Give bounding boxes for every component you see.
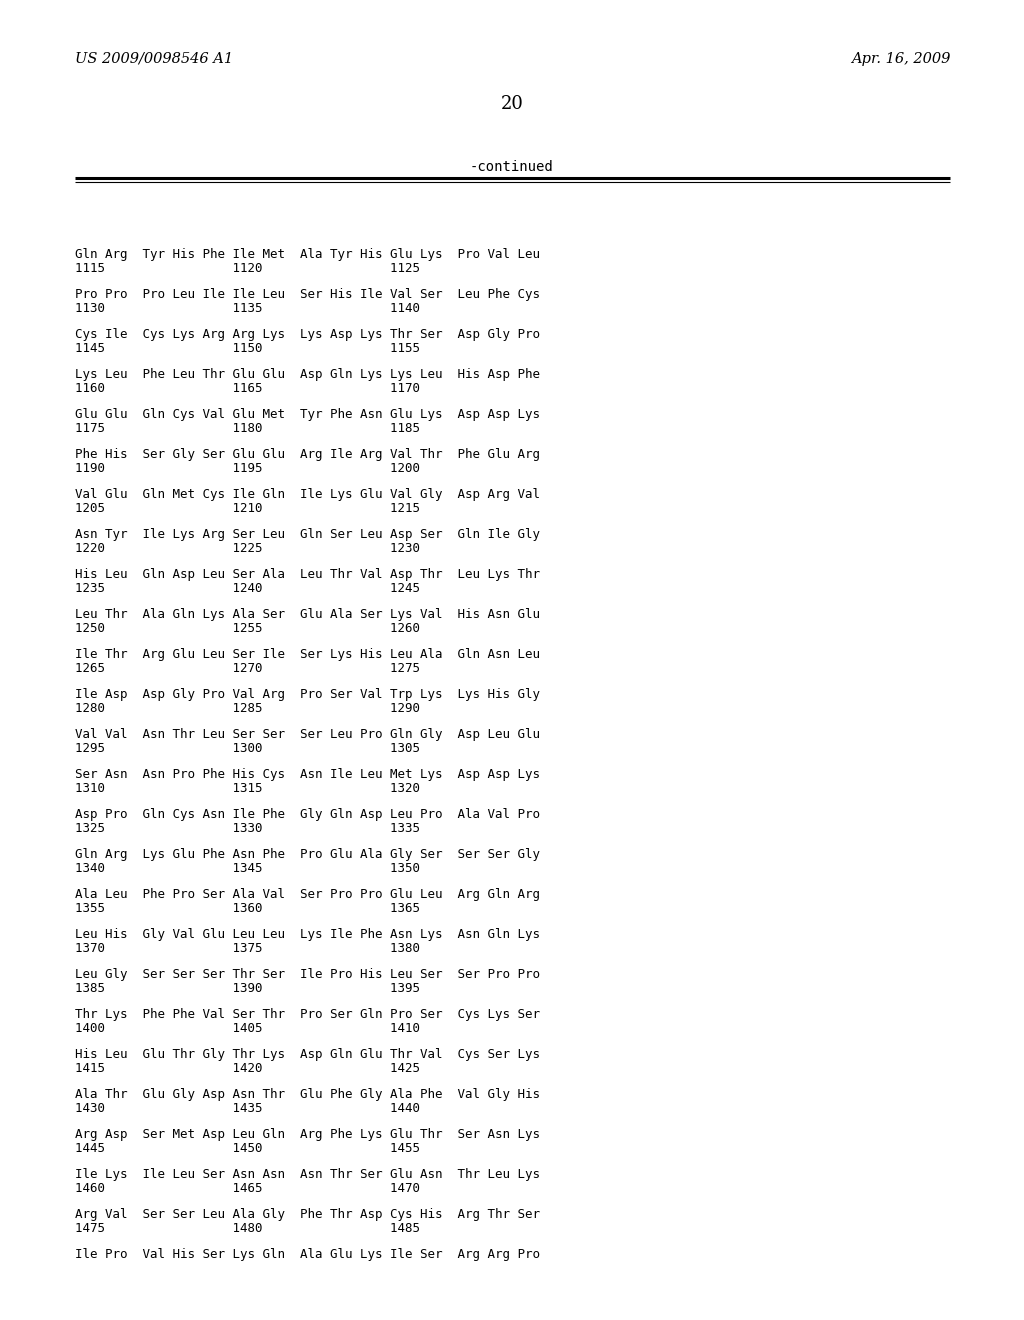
Text: Apr. 16, 2009: Apr. 16, 2009 <box>851 51 950 66</box>
Text: 1160                 1165                 1170: 1160 1165 1170 <box>75 381 420 395</box>
Text: Arg Val  Ser Ser Leu Ala Gly  Phe Thr Asp Cys His  Arg Thr Ser: Arg Val Ser Ser Leu Ala Gly Phe Thr Asp … <box>75 1208 540 1221</box>
Text: Leu Thr  Ala Gln Lys Ala Ser  Glu Ala Ser Lys Val  His Asn Glu: Leu Thr Ala Gln Lys Ala Ser Glu Ala Ser … <box>75 609 540 620</box>
Text: 1115                 1120                 1125: 1115 1120 1125 <box>75 261 420 275</box>
Text: 1265                 1270                 1275: 1265 1270 1275 <box>75 663 420 675</box>
Text: His Leu  Glu Thr Gly Thr Lys  Asp Gln Glu Thr Val  Cys Ser Lys: His Leu Glu Thr Gly Thr Lys Asp Gln Glu … <box>75 1048 540 1061</box>
Text: 1295                 1300                 1305: 1295 1300 1305 <box>75 742 420 755</box>
Text: 1190                 1195                 1200: 1190 1195 1200 <box>75 462 420 475</box>
Text: Ile Lys  Ile Leu Ser Asn Asn  Asn Thr Ser Glu Asn  Thr Leu Lys: Ile Lys Ile Leu Ser Asn Asn Asn Thr Ser … <box>75 1168 540 1181</box>
Text: Ile Asp  Asp Gly Pro Val Arg  Pro Ser Val Trp Lys  Lys His Gly: Ile Asp Asp Gly Pro Val Arg Pro Ser Val … <box>75 688 540 701</box>
Text: 1430                 1435                 1440: 1430 1435 1440 <box>75 1102 420 1115</box>
Text: Leu Gly  Ser Ser Ser Thr Ser  Ile Pro His Leu Ser  Ser Pro Pro: Leu Gly Ser Ser Ser Thr Ser Ile Pro His … <box>75 968 540 981</box>
Text: 1475                 1480                 1485: 1475 1480 1485 <box>75 1222 420 1236</box>
Text: US 2009/0098546 A1: US 2009/0098546 A1 <box>75 51 233 66</box>
Text: Ile Pro  Val His Ser Lys Gln  Ala Glu Lys Ile Ser  Arg Arg Pro: Ile Pro Val His Ser Lys Gln Ala Glu Lys … <box>75 1247 540 1261</box>
Text: Lys Leu  Phe Leu Thr Glu Glu  Asp Gln Lys Lys Leu  His Asp Phe: Lys Leu Phe Leu Thr Glu Glu Asp Gln Lys … <box>75 368 540 381</box>
Text: 1400                 1405                 1410: 1400 1405 1410 <box>75 1022 420 1035</box>
Text: His Leu  Gln Asp Leu Ser Ala  Leu Thr Val Asp Thr  Leu Lys Thr: His Leu Gln Asp Leu Ser Ala Leu Thr Val … <box>75 568 540 581</box>
Text: 1460                 1465                 1470: 1460 1465 1470 <box>75 1181 420 1195</box>
Text: Glu Glu  Gln Cys Val Glu Met  Tyr Phe Asn Glu Lys  Asp Asp Lys: Glu Glu Gln Cys Val Glu Met Tyr Phe Asn … <box>75 408 540 421</box>
Text: 1250                 1255                 1260: 1250 1255 1260 <box>75 622 420 635</box>
Text: Asp Pro  Gln Cys Asn Ile Phe  Gly Gln Asp Leu Pro  Ala Val Pro: Asp Pro Gln Cys Asn Ile Phe Gly Gln Asp … <box>75 808 540 821</box>
Text: 1175                 1180                 1185: 1175 1180 1185 <box>75 422 420 436</box>
Text: Ser Asn  Asn Pro Phe His Cys  Asn Ile Leu Met Lys  Asp Asp Lys: Ser Asn Asn Pro Phe His Cys Asn Ile Leu … <box>75 768 540 781</box>
Text: 1235                 1240                 1245: 1235 1240 1245 <box>75 582 420 595</box>
Text: 1445                 1450                 1455: 1445 1450 1455 <box>75 1142 420 1155</box>
Text: 1205                 1210                 1215: 1205 1210 1215 <box>75 502 420 515</box>
Text: Cys Ile  Cys Lys Arg Arg Lys  Lys Asp Lys Thr Ser  Asp Gly Pro: Cys Ile Cys Lys Arg Arg Lys Lys Asp Lys … <box>75 327 540 341</box>
Text: 1145                 1150                 1155: 1145 1150 1155 <box>75 342 420 355</box>
Text: Val Val  Asn Thr Leu Ser Ser  Ser Leu Pro Gln Gly  Asp Leu Glu: Val Val Asn Thr Leu Ser Ser Ser Leu Pro … <box>75 729 540 741</box>
Text: 1355                 1360                 1365: 1355 1360 1365 <box>75 902 420 915</box>
Text: Arg Asp  Ser Met Asp Leu Gln  Arg Phe Lys Glu Thr  Ser Asn Lys: Arg Asp Ser Met Asp Leu Gln Arg Phe Lys … <box>75 1129 540 1140</box>
Text: Phe His  Ser Gly Ser Glu Glu  Arg Ile Arg Val Thr  Phe Glu Arg: Phe His Ser Gly Ser Glu Glu Arg Ile Arg … <box>75 447 540 461</box>
Text: Ile Thr  Arg Glu Leu Ser Ile  Ser Lys His Leu Ala  Gln Asn Leu: Ile Thr Arg Glu Leu Ser Ile Ser Lys His … <box>75 648 540 661</box>
Text: 1325                 1330                 1335: 1325 1330 1335 <box>75 822 420 836</box>
Text: 1340                 1345                 1350: 1340 1345 1350 <box>75 862 420 875</box>
Text: 1130                 1135                 1140: 1130 1135 1140 <box>75 302 420 315</box>
Text: Ala Leu  Phe Pro Ser Ala Val  Ser Pro Pro Glu Leu  Arg Gln Arg: Ala Leu Phe Pro Ser Ala Val Ser Pro Pro … <box>75 888 540 902</box>
Text: 1385                 1390                 1395: 1385 1390 1395 <box>75 982 420 995</box>
Text: Pro Pro  Pro Leu Ile Ile Leu  Ser His Ile Val Ser  Leu Phe Cys: Pro Pro Pro Leu Ile Ile Leu Ser His Ile … <box>75 288 540 301</box>
Text: 1415                 1420                 1425: 1415 1420 1425 <box>75 1063 420 1074</box>
Text: -continued: -continued <box>470 160 554 174</box>
Text: Val Glu  Gln Met Cys Ile Gln  Ile Lys Glu Val Gly  Asp Arg Val: Val Glu Gln Met Cys Ile Gln Ile Lys Glu … <box>75 488 540 502</box>
Text: Gln Arg  Lys Glu Phe Asn Phe  Pro Glu Ala Gly Ser  Ser Ser Gly: Gln Arg Lys Glu Phe Asn Phe Pro Glu Ala … <box>75 847 540 861</box>
Text: Thr Lys  Phe Phe Val Ser Thr  Pro Ser Gln Pro Ser  Cys Lys Ser: Thr Lys Phe Phe Val Ser Thr Pro Ser Gln … <box>75 1008 540 1020</box>
Text: Ala Thr  Glu Gly Asp Asn Thr  Glu Phe Gly Ala Phe  Val Gly His: Ala Thr Glu Gly Asp Asn Thr Glu Phe Gly … <box>75 1088 540 1101</box>
Text: 1310                 1315                 1320: 1310 1315 1320 <box>75 781 420 795</box>
Text: Asn Tyr  Ile Lys Arg Ser Leu  Gln Ser Leu Asp Ser  Gln Ile Gly: Asn Tyr Ile Lys Arg Ser Leu Gln Ser Leu … <box>75 528 540 541</box>
Text: Gln Arg  Tyr His Phe Ile Met  Ala Tyr His Glu Lys  Pro Val Leu: Gln Arg Tyr His Phe Ile Met Ala Tyr His … <box>75 248 540 261</box>
Text: 1280                 1285                 1290: 1280 1285 1290 <box>75 702 420 715</box>
Text: 20: 20 <box>501 95 523 114</box>
Text: Leu His  Gly Val Glu Leu Leu  Lys Ile Phe Asn Lys  Asn Gln Lys: Leu His Gly Val Glu Leu Leu Lys Ile Phe … <box>75 928 540 941</box>
Text: 1370                 1375                 1380: 1370 1375 1380 <box>75 942 420 954</box>
Text: 1220                 1225                 1230: 1220 1225 1230 <box>75 543 420 554</box>
